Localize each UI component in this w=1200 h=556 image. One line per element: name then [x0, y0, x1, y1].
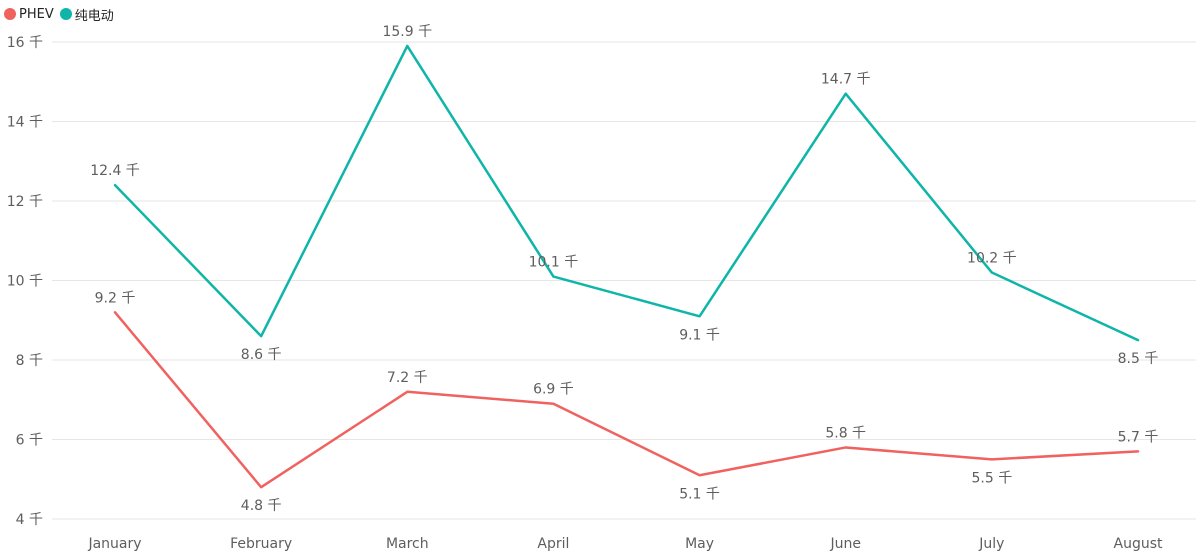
y-tick-label: 8 千 — [16, 353, 43, 369]
x-tick-label: March — [386, 536, 429, 552]
data-point[interactable] — [403, 42, 411, 50]
data-point[interactable] — [257, 483, 265, 491]
data-labels: 9.2 千 4.8 千 7.2 千 6.9 千 5.1 千 5.8 千 5.5 千 5.7 千… — [90, 24, 1158, 514]
y-tick-label: 16 千 — [7, 35, 43, 51]
y-tick-label: 14 千 — [7, 115, 43, 131]
data-point[interactable] — [403, 388, 411, 396]
data-label: 5.5 千 — [971, 470, 1012, 486]
x-tick-label: May — [685, 536, 714, 552]
x-tick-label: July — [978, 536, 1004, 552]
x-tick-label: August — [1114, 536, 1164, 552]
y-tick-label: 4 千 — [16, 512, 43, 528]
data-label: 4.8 千 — [241, 498, 282, 514]
x-tick-label: February — [230, 536, 292, 552]
data-point[interactable] — [111, 181, 119, 189]
data-point[interactable] — [1134, 447, 1142, 455]
legend: PHEV 纯电动 — [4, 5, 120, 24]
series-line-bev[interactable] — [113, 44, 1140, 342]
series-lines — [111, 42, 1142, 491]
gridlines — [52, 41, 1196, 520]
x-axis: January February March April May June July Augu… — [87, 536, 1163, 552]
data-label: 6.9 千 — [533, 382, 574, 398]
legend-label-phev: PHEV — [19, 6, 54, 22]
data-point[interactable] — [111, 308, 119, 316]
data-label: 5.7 千 — [1118, 429, 1159, 445]
x-tick-label: April — [537, 536, 569, 552]
data-label: 14.7 千 — [821, 72, 871, 88]
data-point[interactable] — [257, 332, 265, 340]
data-label: 8.6 千 — [241, 347, 282, 363]
legend-marker-phev — [4, 8, 16, 20]
data-label: 10.1 千 — [529, 255, 579, 271]
data-label: 15.9 千 — [382, 24, 432, 40]
x-tick-label: June — [829, 536, 861, 552]
legend-item-phev[interactable]: PHEV — [4, 7, 54, 22]
y-tick-label: 12 千 — [7, 194, 43, 210]
data-label: 10.2 千 — [967, 251, 1017, 267]
x-tick-label: January — [87, 536, 141, 552]
data-point[interactable] — [988, 455, 996, 463]
y-tick-label: 6 千 — [16, 433, 43, 449]
legend-item-bev[interactable]: 纯电动 — [59, 5, 114, 24]
data-label: 8.5 千 — [1118, 351, 1159, 367]
data-point[interactable] — [696, 471, 704, 479]
y-axis: 4 千 6 千 8 千 10 千 12 千 14 千 16 千 — [7, 35, 43, 528]
series-line-phev[interactable] — [113, 311, 1140, 489]
data-label: 12.4 千 — [90, 163, 140, 179]
data-point[interactable] — [696, 312, 704, 320]
legend-label-bev: 纯电动 — [74, 8, 114, 24]
data-label: 5.1 千 — [679, 486, 720, 502]
data-point[interactable] — [549, 400, 557, 408]
data-point[interactable] — [549, 273, 557, 281]
data-point[interactable] — [988, 269, 996, 277]
data-label: 9.1 千 — [679, 327, 720, 343]
data-point[interactable] — [1134, 336, 1142, 344]
data-point[interactable] — [842, 90, 850, 98]
data-label: 9.2 千 — [95, 290, 136, 306]
legend-marker-bev — [59, 8, 72, 20]
y-tick-label: 10 千 — [7, 274, 43, 290]
data-label: 5.8 千 — [825, 425, 866, 441]
data-point[interactable] — [842, 443, 850, 451]
data-label: 7.2 千 — [387, 370, 428, 386]
